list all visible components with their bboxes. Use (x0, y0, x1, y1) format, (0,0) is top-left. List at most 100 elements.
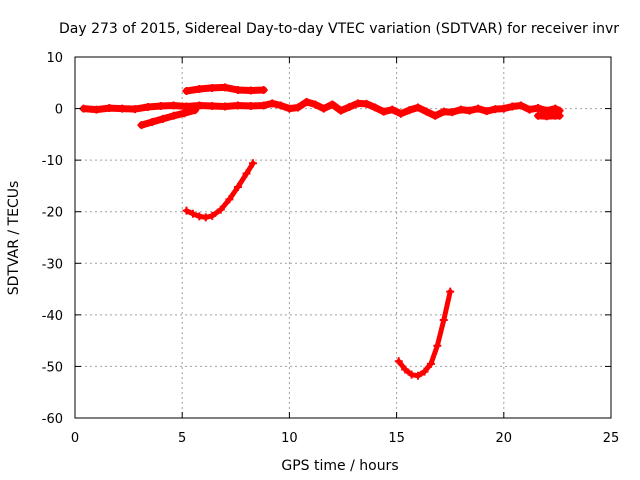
y-tick-label: -10 (42, 154, 63, 169)
data-point (233, 182, 242, 191)
data-point (439, 316, 448, 325)
data-point (259, 86, 268, 95)
data-point (92, 105, 101, 114)
data-point (414, 371, 423, 380)
data-point (401, 365, 410, 374)
data-point (302, 97, 311, 106)
data-point (148, 117, 157, 126)
data-point (169, 111, 178, 120)
y-tick-label: -60 (42, 412, 63, 427)
y-tick-label: -20 (42, 206, 63, 221)
data-point (216, 205, 225, 214)
data-series (79, 83, 564, 380)
data-point (195, 212, 204, 221)
data-point (118, 104, 127, 113)
y-tick-label: 0 (55, 103, 63, 118)
data-point (414, 103, 423, 112)
data-point (388, 105, 397, 114)
data-point (182, 206, 191, 215)
x-tick-label: 15 (388, 431, 405, 446)
data-point (268, 99, 277, 108)
data-point (293, 103, 302, 112)
x-tick-label: 20 (496, 431, 513, 446)
data-point (499, 104, 508, 113)
data-point (431, 111, 440, 120)
x-tick-label: 0 (71, 431, 79, 446)
data-point (407, 370, 416, 379)
data-point (394, 357, 403, 366)
data-point (208, 83, 217, 92)
x-axis-label: GPS time / hours (281, 458, 398, 474)
data-point (379, 107, 388, 116)
data-point (233, 101, 242, 110)
data-point (446, 287, 455, 296)
data-point (233, 86, 242, 95)
data-point (405, 106, 414, 115)
data-point (371, 103, 380, 112)
data-point (143, 103, 152, 112)
y-tick-label: -50 (42, 360, 63, 375)
data-point (169, 101, 178, 110)
data-point (182, 87, 191, 96)
data-point (420, 367, 429, 376)
data-point (491, 105, 500, 114)
data-point (525, 105, 534, 114)
data-point (208, 211, 217, 220)
data-point (221, 102, 230, 111)
data-point (456, 105, 465, 114)
data-point (208, 101, 217, 110)
data-point (246, 86, 255, 95)
data-point (225, 195, 234, 204)
chart-title: Day 273 of 2015, Sidereal Day-to-day VTE… (59, 21, 619, 37)
data-point (516, 101, 525, 110)
data-point (534, 111, 543, 120)
data-point (551, 104, 560, 113)
axis-ticks: 0 5 10 15 20 25 10 0 -10 -20 -30 -40 -50 -60 (42, 51, 620, 446)
data-point (195, 84, 204, 93)
data-point (336, 106, 345, 115)
x-tick-label: 25 (603, 431, 620, 446)
series-arc-afternoon (396, 289, 453, 379)
y-tick-label: -30 (42, 257, 63, 272)
x-tick-label: 5 (178, 431, 186, 446)
data-point (482, 107, 491, 116)
y-tick-label: -40 (42, 309, 63, 324)
series-arc-morning (184, 160, 256, 220)
y-tick-label: 10 (46, 51, 63, 66)
data-point (248, 159, 257, 168)
data-point (201, 213, 210, 222)
data-point (319, 104, 328, 113)
data-point (362, 99, 371, 108)
data-point (242, 169, 251, 178)
data-point (137, 121, 146, 130)
data-point (221, 83, 230, 92)
data-point (422, 107, 431, 116)
data-point (259, 101, 268, 110)
data-point (508, 102, 517, 111)
data-point (354, 99, 363, 108)
data-point (180, 109, 189, 118)
data-point (328, 100, 337, 109)
data-point (426, 359, 435, 368)
data-point (311, 100, 320, 109)
data-point (396, 109, 405, 118)
data-point (433, 341, 442, 350)
data-point (246, 101, 255, 110)
y-axis-label: SDTVAR / TECUs (6, 181, 22, 296)
data-point (465, 106, 474, 115)
data-point (345, 103, 354, 112)
data-point (195, 101, 204, 110)
data-point (439, 107, 448, 116)
data-point (191, 106, 200, 115)
data-point (542, 112, 551, 121)
data-point (131, 105, 140, 114)
data-point (534, 104, 543, 113)
data-point (188, 209, 197, 218)
data-point (105, 104, 114, 113)
data-point (448, 108, 457, 117)
data-point (555, 111, 564, 120)
data-point (276, 101, 285, 110)
data-point (285, 104, 294, 113)
data-point (474, 104, 483, 113)
